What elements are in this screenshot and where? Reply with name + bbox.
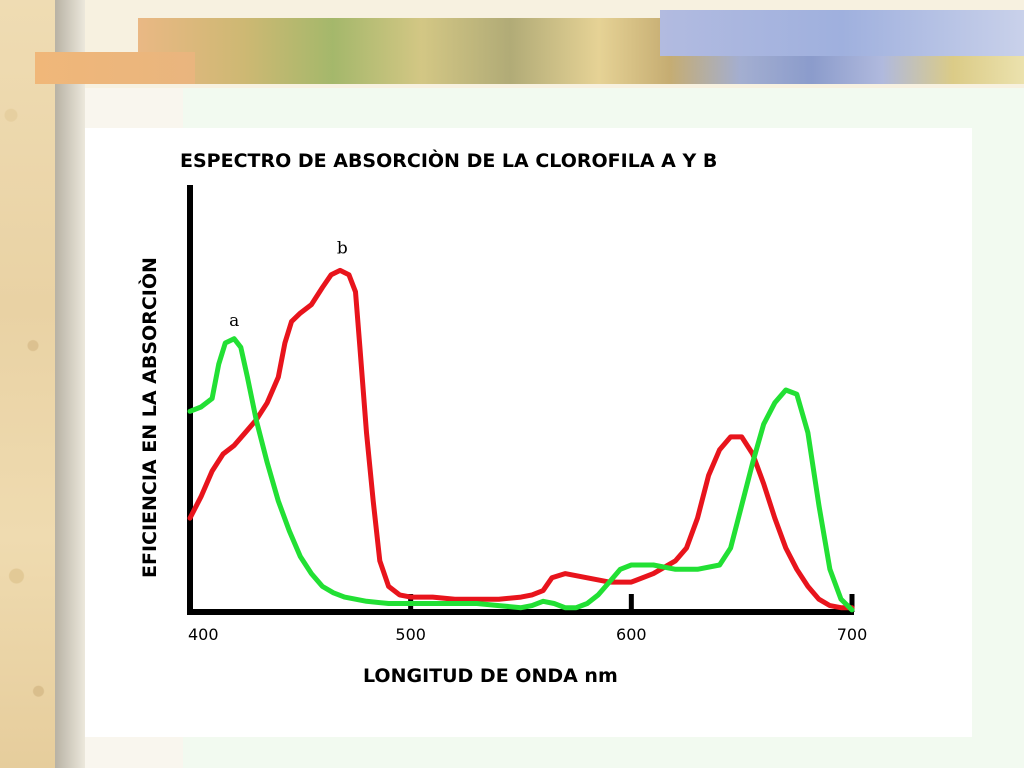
x-ticks: 400 500 600 700 xyxy=(188,594,867,644)
parchment-texture xyxy=(0,0,55,768)
x-axis-label: LONGITUD DE ONDA nm xyxy=(363,665,618,687)
x-tick-label: 500 xyxy=(395,625,426,644)
decorative-banner-strip xyxy=(35,52,195,84)
chart-card xyxy=(85,128,972,737)
x-tick-label: 600 xyxy=(616,625,647,644)
chart-axes xyxy=(187,185,854,615)
series-line-b xyxy=(187,267,855,611)
decorative-banner-band xyxy=(660,10,1024,56)
chart-title: ESPECTRO DE ABSORCIÒN DE LA CLOROFILA A … xyxy=(180,148,717,172)
series-layer: ba xyxy=(187,238,855,613)
x-tick-label: 400 xyxy=(188,625,219,644)
series-label-b: b xyxy=(337,238,348,258)
series-label-a: a xyxy=(229,311,239,331)
series-line-a xyxy=(187,336,855,613)
slide-shadow xyxy=(55,0,85,768)
y-axis-label: EFICIENCIA EN LA ABSORCIÒN xyxy=(137,257,161,578)
x-tick-label: 700 xyxy=(837,625,868,644)
